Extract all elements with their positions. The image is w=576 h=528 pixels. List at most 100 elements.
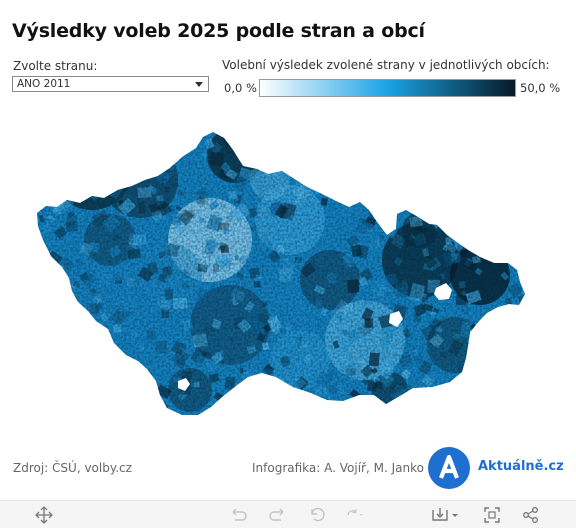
municipality-cell [221,407,228,413]
municipality-cell [294,391,307,404]
municipality-cell [61,383,81,403]
municipality-cell [312,168,319,176]
municipality-cell [303,398,311,406]
choropleth-map[interactable] [0,110,576,440]
municipality-cell [392,153,407,167]
municipality-cell [74,346,84,356]
municipality-cell [117,139,138,160]
municipality-cell [49,163,68,181]
municipality-cell [448,207,469,228]
share-icon[interactable] [521,505,541,525]
municipality-cell [520,272,525,282]
download-icon[interactable] [430,505,464,525]
municipality-cell [349,400,357,407]
municipality-cell [514,382,525,394]
municipality-cell [97,350,106,359]
municipality-cell [428,210,442,221]
municipality-cell [474,215,489,225]
municipality-cell [319,152,327,161]
municipality-cell [460,225,466,229]
municipality-cell [492,190,505,203]
undo-icon[interactable] [228,505,248,525]
municipality-cell [87,366,100,378]
pan-icon[interactable] [34,505,54,525]
municipality-cell [44,174,57,187]
municipality-cell [211,403,229,415]
party-select[interactable]: ANO 2011 [12,76,209,92]
municipality-cell [458,189,472,204]
municipality-cell [507,337,524,354]
municipality-cell [474,356,482,364]
municipality-cell [282,386,295,398]
municipality-cell [122,148,134,159]
municipality-cell [485,142,492,149]
municipality-cell [476,360,484,369]
municipality-cell [515,186,525,201]
revert-icon[interactable] [308,505,328,525]
municipality-cell [113,380,130,396]
municipality-cell [143,391,150,400]
municipality-cell [229,403,243,415]
municipality-cell [516,264,525,276]
municipality-cell [46,325,59,337]
municipality-cell [135,379,146,390]
municipality-cell [331,153,343,166]
municipality-cell [395,407,415,415]
municipality-cell [513,176,525,191]
chevron-down-icon[interactable] [195,82,203,87]
municipality-cell [39,169,47,178]
municipality-cell [380,133,389,141]
municipality-cell [37,149,43,155]
source-note: Zdroj: ČSÚ, volby.cz [13,461,132,475]
municipality-cell [521,301,525,317]
municipality-cell [98,376,106,383]
municipality-cell [502,337,514,349]
municipality-cell [486,161,490,166]
municipality-cell [511,206,523,218]
fullscreen-icon[interactable] [482,505,502,525]
municipality-cell [475,343,487,354]
municipality-cell [477,241,490,254]
municipality-cell [37,408,44,415]
refresh-icon[interactable] [345,505,365,525]
municipality-cell [39,318,49,327]
municipality-cell [88,372,102,383]
logo-a-icon [439,454,459,479]
municipality-cell [295,132,304,139]
municipality-cell [437,409,443,414]
municipality-cell [135,367,144,376]
municipality-cell [464,196,478,211]
municipality-cell [480,220,492,233]
brand-name[interactable]: Aktuálně.cz [478,459,564,474]
municipality-cell [128,377,138,387]
municipality-cell [504,342,513,351]
municipality-cell [455,186,468,201]
municipality-cell [39,265,53,279]
municipality-cell [487,231,498,242]
municipality-cell [497,151,511,164]
municipality-cell [494,376,506,387]
municipality-cell [122,154,134,166]
municipality-cell [82,330,93,341]
municipality-cell [526,230,541,248]
municipality-cell [342,192,353,203]
municipality-cell [472,397,486,407]
municipality-cell [482,208,501,225]
municipality-cell [382,132,391,142]
municipality-cell [284,413,298,415]
municipality-cell [47,178,60,191]
municipality-cell [440,176,456,190]
municipality-cell [490,351,501,362]
municipality-cell [89,137,105,156]
municipality-cell [304,180,310,185]
municipality-cell [228,392,235,398]
municipality-cell [488,187,497,195]
municipality-cell [481,152,495,164]
municipality-cell [513,376,525,389]
municipality-cell [489,316,496,324]
municipality-cell [504,358,514,366]
municipality-cell [374,195,394,215]
municipality-cell [75,407,94,415]
aktualne-logo[interactable] [428,447,470,489]
redo-icon[interactable] [268,505,288,525]
